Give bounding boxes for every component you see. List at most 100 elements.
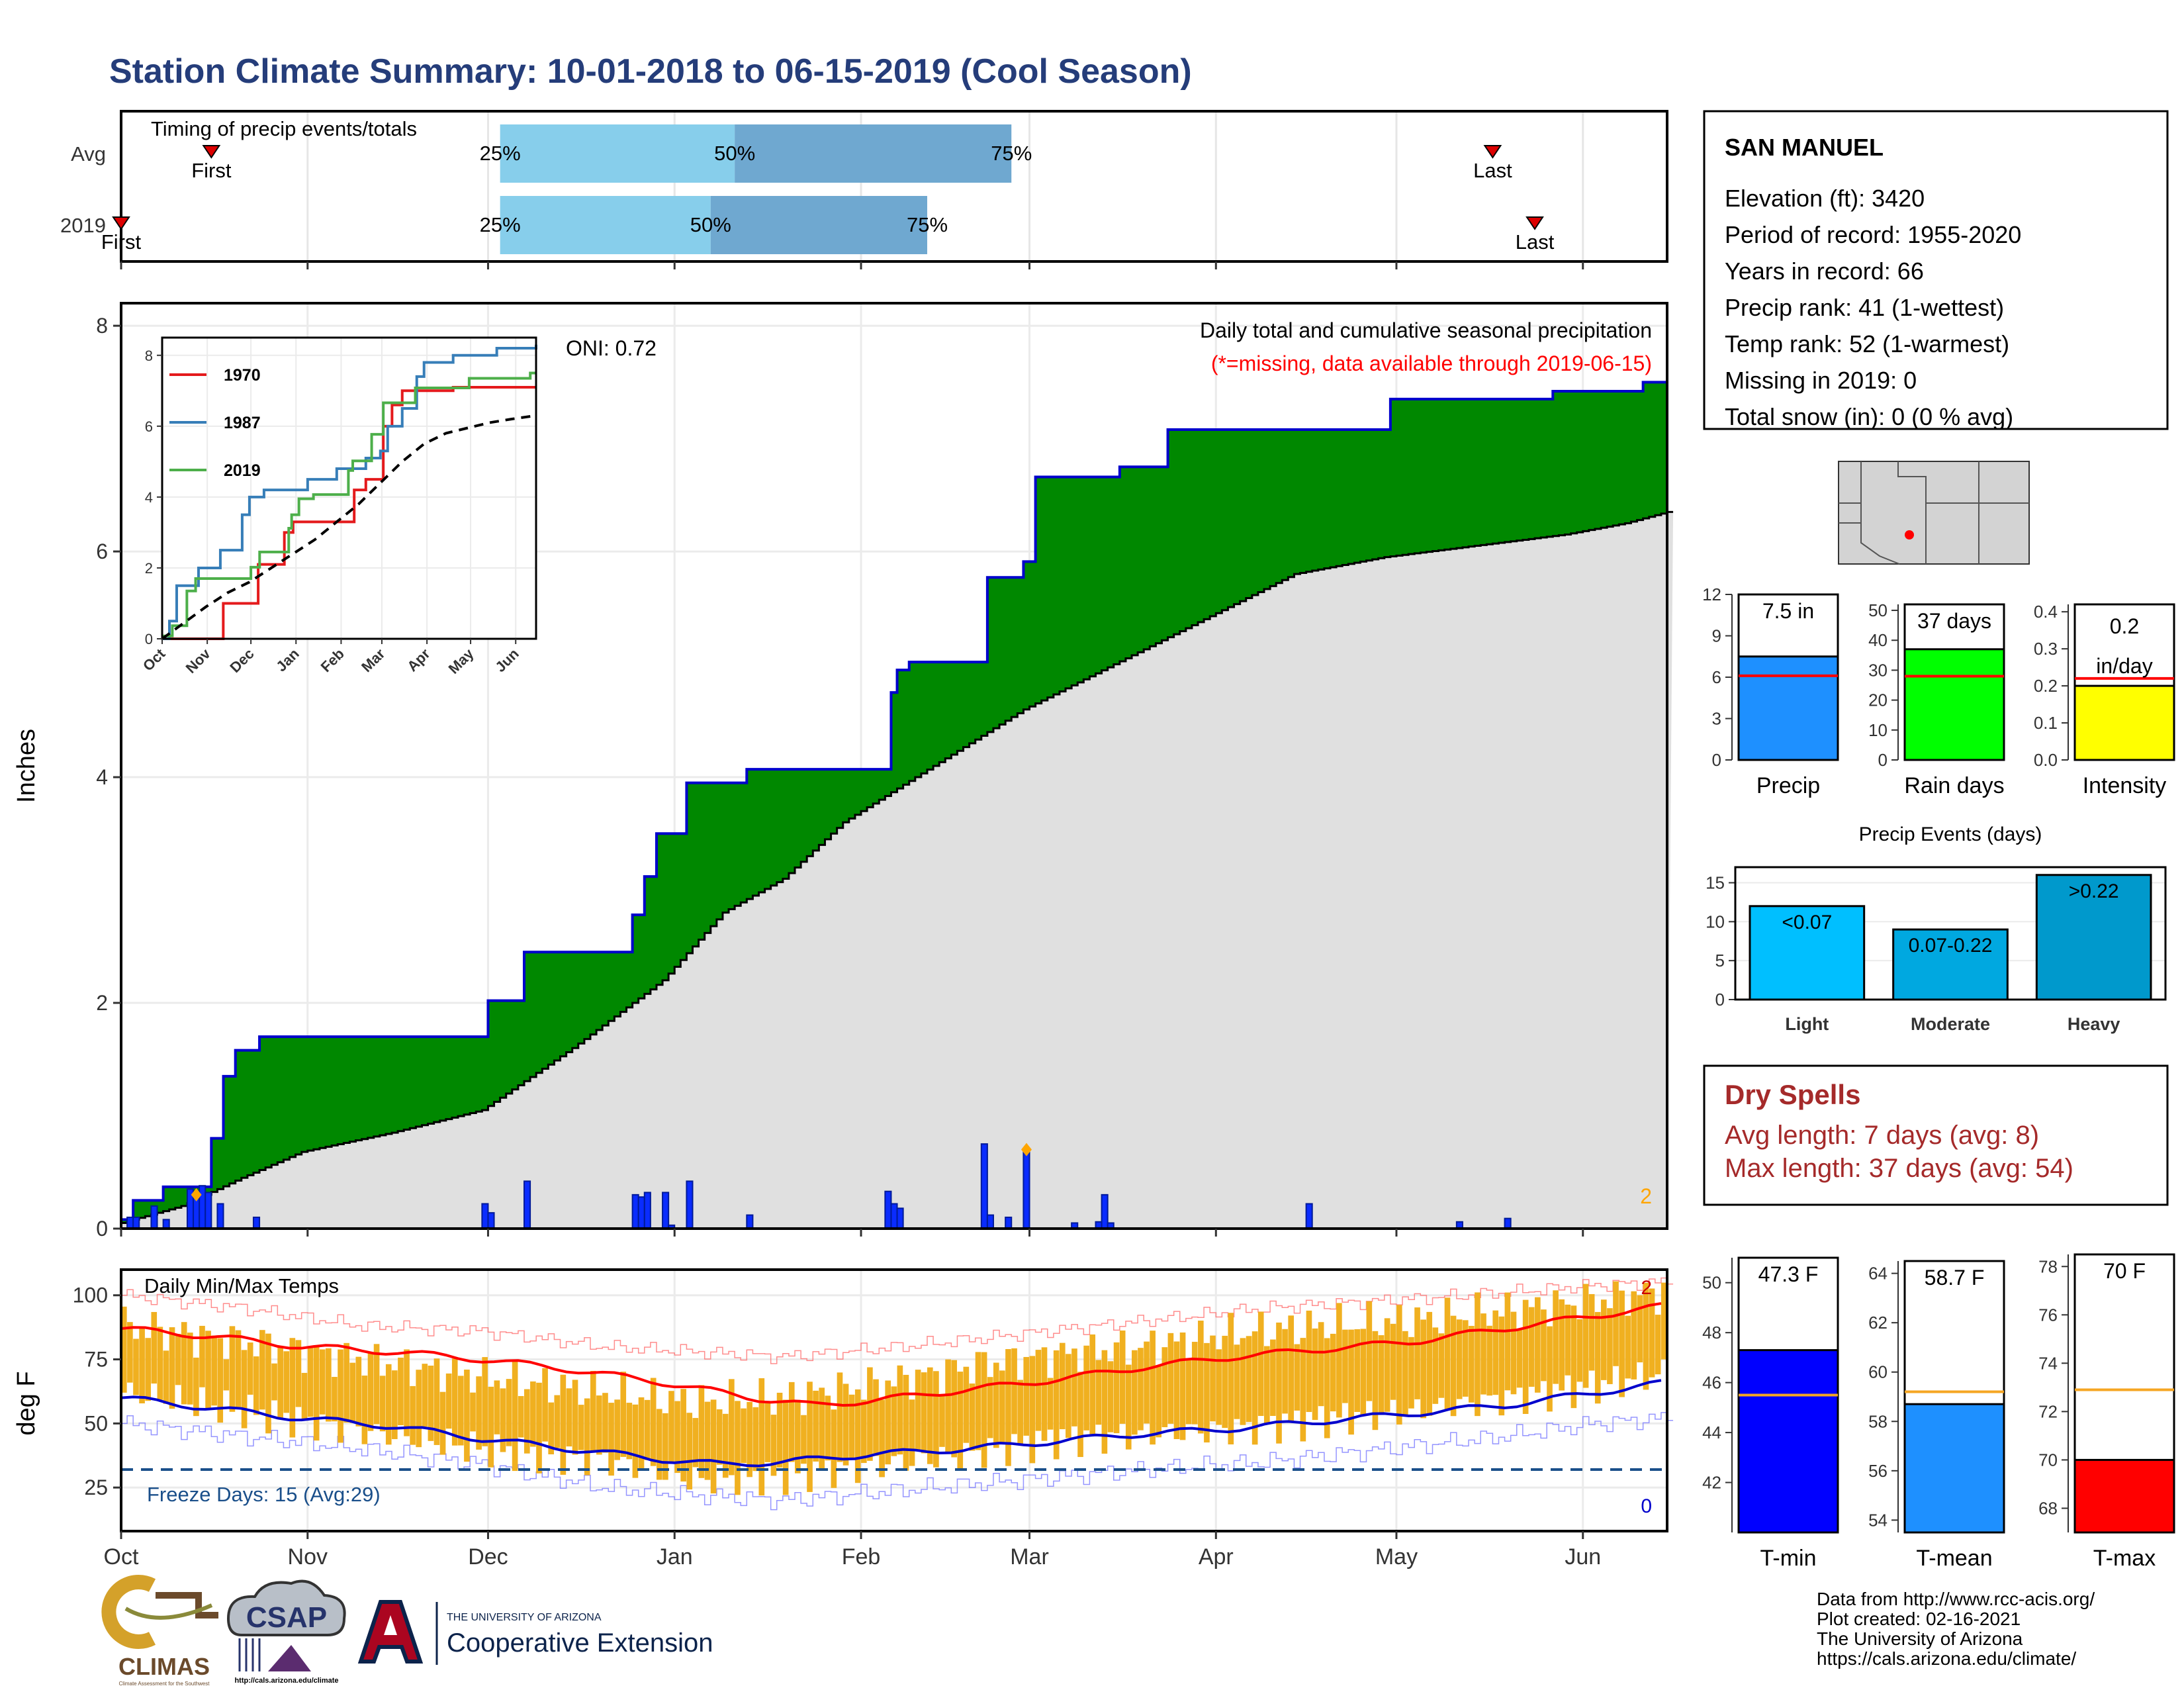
daily-precip-bar xyxy=(523,1180,531,1230)
daily-temp-bar xyxy=(854,1389,861,1483)
daily-temp-bar xyxy=(217,1338,224,1423)
events-y-tick-label: 15 xyxy=(1706,873,1725,893)
daily-temp-bar xyxy=(1510,1311,1517,1395)
timing-bar-q50-q75 xyxy=(710,196,927,254)
oni-label: ONI: 0.72 xyxy=(566,336,657,360)
daily-temp-bar xyxy=(1161,1347,1168,1428)
daily-temp-bar xyxy=(1637,1295,1643,1363)
daily-temp-bar xyxy=(614,1399,620,1460)
daily-temp-bar xyxy=(518,1395,524,1438)
precip-summary-bars: 0 3 6 9 12 7.5 in Precip 0 10 20 30 40 50 37 days Rain… xyxy=(1702,585,2175,798)
temp-summary-bars: 42 44 46 48 50 47.3 F T-min 54 56 58 60 62 64 58.7 F T… xyxy=(1702,1253,2175,1571)
daily-temp-bar xyxy=(1354,1329,1360,1412)
inset-lines xyxy=(161,344,537,640)
timing-bar-q25-q50 xyxy=(500,196,711,254)
temp-summary-value-label: 47.3 F xyxy=(1758,1262,1819,1286)
daily-temp-bar xyxy=(1396,1305,1402,1425)
precip-summary-value-label: in/day xyxy=(2096,654,2152,678)
daily-temp-bar xyxy=(181,1322,187,1405)
page-title: Station Climate Summary: 10-01-2018 to 0… xyxy=(109,52,1192,91)
ua-small-text: THE UNIVERSITY OF ARIZONA xyxy=(447,1612,602,1623)
daily-temp-bar xyxy=(1655,1315,1661,1375)
daily-temp-bar xyxy=(1582,1284,1589,1388)
daily-precip-bar xyxy=(1504,1217,1512,1230)
temp-summary-y-tick-label: 76 xyxy=(2038,1305,2058,1325)
daily-temp-bar xyxy=(1522,1299,1529,1414)
precip-summary-y-tick-label: 0.4 xyxy=(2034,602,2058,622)
daily-temp-bar xyxy=(1216,1349,1222,1425)
daily-temp-bar xyxy=(175,1334,181,1385)
daily-temp-bar xyxy=(729,1379,735,1476)
precip-summary-value-label: 7.5 in xyxy=(1762,599,1814,623)
daily-temp-bar xyxy=(885,1380,891,1465)
daily-precip-bar xyxy=(686,1180,694,1230)
precip-summary-y-tick-label: 0.2 xyxy=(2034,676,2058,696)
daily-temp-bar xyxy=(698,1385,705,1478)
month-label: Jan xyxy=(657,1544,693,1570)
daily-temp-bar xyxy=(127,1322,133,1383)
daily-temp-bar xyxy=(1066,1354,1071,1438)
daily-temp-bar xyxy=(788,1382,795,1462)
inset-y-tick-label: 0 xyxy=(145,631,153,647)
daily-temp-bar xyxy=(133,1338,139,1395)
month-label: Oct xyxy=(104,1544,139,1570)
csap-wordmark: CSAP xyxy=(246,1601,327,1634)
inset-x-tick-label: May xyxy=(445,645,477,677)
daily-temp-bar xyxy=(1294,1344,1300,1411)
daily-temp-bar xyxy=(373,1344,380,1425)
daily-temp-bar xyxy=(1119,1330,1126,1424)
daily-temp-bar xyxy=(969,1383,976,1451)
precip-corner-count: 2 xyxy=(1640,1184,1652,1208)
station-name: SAN MANUEL xyxy=(1725,134,1884,161)
daily-temp-bar xyxy=(1486,1325,1492,1396)
precip-summary-y-tick-label: 0.1 xyxy=(2034,713,2058,733)
daily-temp-bar xyxy=(1246,1336,1252,1423)
daily-temp-bar xyxy=(1240,1338,1246,1425)
max-normal-line xyxy=(120,1302,1662,1407)
temp-corner-bottom: 0 xyxy=(1641,1495,1652,1517)
precip-summary-value-label: 0.2 xyxy=(2110,614,2139,638)
inset-y-tick-label: 2 xyxy=(145,560,153,577)
temp-summary-value-label: 70 F xyxy=(2103,1259,2146,1283)
daily-temp-bar xyxy=(903,1374,909,1471)
station-info-line: Precip rank: 41 (1-wettest) xyxy=(1725,294,2004,321)
daily-precip-bar xyxy=(1305,1203,1313,1229)
precip-summary-category-label: Rain days xyxy=(1904,773,2004,798)
daily-temp-bar xyxy=(1089,1334,1096,1436)
daily-temp-bar xyxy=(1498,1316,1505,1416)
record-max-line xyxy=(121,1277,1674,1364)
inset-series-2019 xyxy=(162,371,536,637)
temp-plot xyxy=(120,1277,1674,1511)
daily-temp-bar xyxy=(626,1403,633,1460)
daily-temp-bar xyxy=(1553,1290,1559,1384)
daily-temp-bar xyxy=(770,1415,777,1476)
daily-temp-bar xyxy=(271,1363,277,1401)
daily-temp-bar xyxy=(259,1330,265,1410)
daily-temp-bar xyxy=(464,1369,470,1462)
station-info-box: SAN MANUEL Elevation (ft): 3420 Period of… xyxy=(1703,110,2169,430)
daily-temp-bar xyxy=(151,1311,158,1384)
daily-temp-bar xyxy=(458,1376,464,1446)
daily-temp-bar xyxy=(1588,1293,1595,1371)
precip-summary-value-label: 37 days xyxy=(1917,609,1991,633)
daily-temp-bar xyxy=(1077,1372,1083,1458)
daily-temp-bar xyxy=(1336,1303,1342,1418)
events-y-tick-label: 0 xyxy=(1715,990,1725,1009)
daily-temp-bar xyxy=(1360,1329,1367,1415)
daily-temp-bar xyxy=(837,1372,843,1462)
daily-temp-bar xyxy=(939,1393,945,1447)
daily-temp-bar xyxy=(1113,1342,1120,1434)
daily-temp-bar xyxy=(1312,1328,1318,1421)
temp-summary-value-label: 58.7 F xyxy=(1925,1266,1985,1289)
daily-temp-bar xyxy=(1516,1328,1523,1388)
events-frame xyxy=(1734,866,2167,1001)
daily-temp-bar xyxy=(404,1349,410,1436)
events-value-label: 0.07-0.22 xyxy=(1909,935,1993,957)
daily-temp-bar xyxy=(1402,1331,1408,1415)
inset-x-tick-label: Feb xyxy=(318,645,347,675)
temp-summary-y-tick-label: 64 xyxy=(1868,1264,1888,1284)
daily-precip-bar xyxy=(643,1192,651,1229)
timing-pct-label: 25% xyxy=(480,142,521,165)
month-label: Mar xyxy=(1010,1544,1049,1570)
